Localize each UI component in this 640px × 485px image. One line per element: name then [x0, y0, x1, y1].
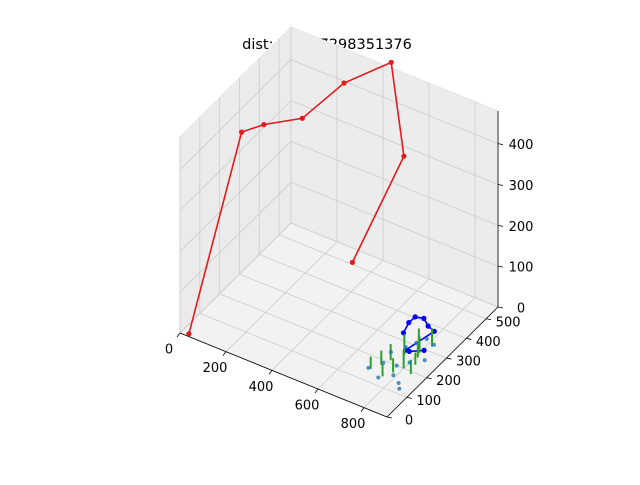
- z-tick-mark: [497, 143, 504, 146]
- gridline: [199, 312, 407, 398]
- y-tick-label: 300: [456, 355, 481, 370]
- z-tick-mark: [497, 265, 504, 268]
- gridline: [271, 260, 384, 371]
- y-tick-label: 500: [496, 315, 521, 330]
- x-tick-mark: [222, 351, 227, 356]
- scatter-point: [366, 365, 371, 370]
- gridline: [179, 59, 292, 170]
- x-axis-line: [179, 332, 388, 418]
- route-point: [401, 153, 407, 159]
- x-tick-mark: [176, 332, 181, 338]
- scatter-point: [396, 381, 401, 385]
- subroute-point: [421, 315, 427, 321]
- x-tick-label: 200: [203, 361, 228, 376]
- gridline: [317, 278, 430, 390]
- x-tick-mark: [314, 388, 319, 394]
- z-tick-mark: [497, 306, 504, 309]
- route-line: [188, 61, 405, 335]
- z-tick-label: 400: [509, 138, 534, 153]
- gridline: [290, 222, 499, 308]
- y-tick-label: 100: [416, 394, 441, 409]
- gridline: [179, 222, 292, 334]
- route-point: [186, 331, 192, 337]
- gridline: [290, 59, 499, 145]
- y-tick-mark: [486, 318, 492, 321]
- scatter-point: [397, 386, 402, 391]
- scatter-point: [432, 342, 436, 347]
- axis-panes: [179, 25, 499, 418]
- x-tick-label: 600: [295, 399, 320, 414]
- x-tick-label: 0: [165, 343, 173, 358]
- route-point: [388, 59, 394, 65]
- x-tick-label: 800: [341, 417, 366, 432]
- y-tick-label: 400: [476, 335, 501, 350]
- z-tick-label: 300: [509, 179, 534, 194]
- gridline: [225, 241, 338, 352]
- route-point: [341, 80, 347, 86]
- y-tick-mark: [466, 338, 472, 340]
- gridline: [290, 181, 499, 267]
- scatter-point: [388, 350, 393, 355]
- x-tick-mark: [268, 370, 273, 375]
- scatter-point: [391, 373, 396, 378]
- data-marks: [186, 59, 437, 391]
- z-tick-label: 200: [509, 220, 534, 235]
- subroute-point: [425, 323, 431, 329]
- route-point: [239, 129, 245, 135]
- gridline: [179, 141, 292, 252]
- y-tick-mark: [426, 377, 432, 380]
- gridline: [239, 273, 447, 359]
- x-tick-label: 400: [249, 380, 274, 395]
- gridline: [290, 140, 499, 226]
- z-tick-label: 100: [509, 261, 534, 276]
- route-point: [299, 115, 305, 121]
- scatter-point: [414, 341, 419, 345]
- scatter-point: [407, 360, 412, 365]
- route-point: [349, 259, 355, 265]
- subroute-point: [400, 330, 407, 336]
- y-tick-mark: [406, 396, 412, 399]
- y-tick-label: 0: [405, 414, 413, 429]
- scatter-point: [403, 345, 408, 350]
- gridlines: [179, 27, 499, 418]
- scatter-point: [381, 360, 386, 365]
- gridline: [278, 234, 487, 320]
- gridline: [259, 254, 467, 339]
- z-tick-label: 0: [517, 302, 525, 317]
- y-tick-label: 200: [436, 374, 461, 389]
- y-tick-mark: [386, 416, 393, 419]
- gridline: [290, 100, 499, 185]
- z-tick-mark: [497, 224, 504, 227]
- subroute-point: [421, 347, 427, 353]
- y-axis-line: [386, 306, 499, 418]
- x-tick-mark: [360, 407, 365, 412]
- y-tick-mark: [446, 357, 452, 360]
- scatter-point: [394, 363, 399, 368]
- subroute-point: [406, 320, 412, 326]
- scatter-point: [422, 358, 427, 363]
- subroute-point: [412, 314, 418, 320]
- route-point: [261, 122, 267, 128]
- subroute-point: [406, 348, 412, 354]
- scatter-point: [424, 337, 429, 341]
- gridline: [179, 181, 292, 293]
- z-tick-mark: [497, 184, 504, 186]
- scatter-point: [376, 375, 381, 380]
